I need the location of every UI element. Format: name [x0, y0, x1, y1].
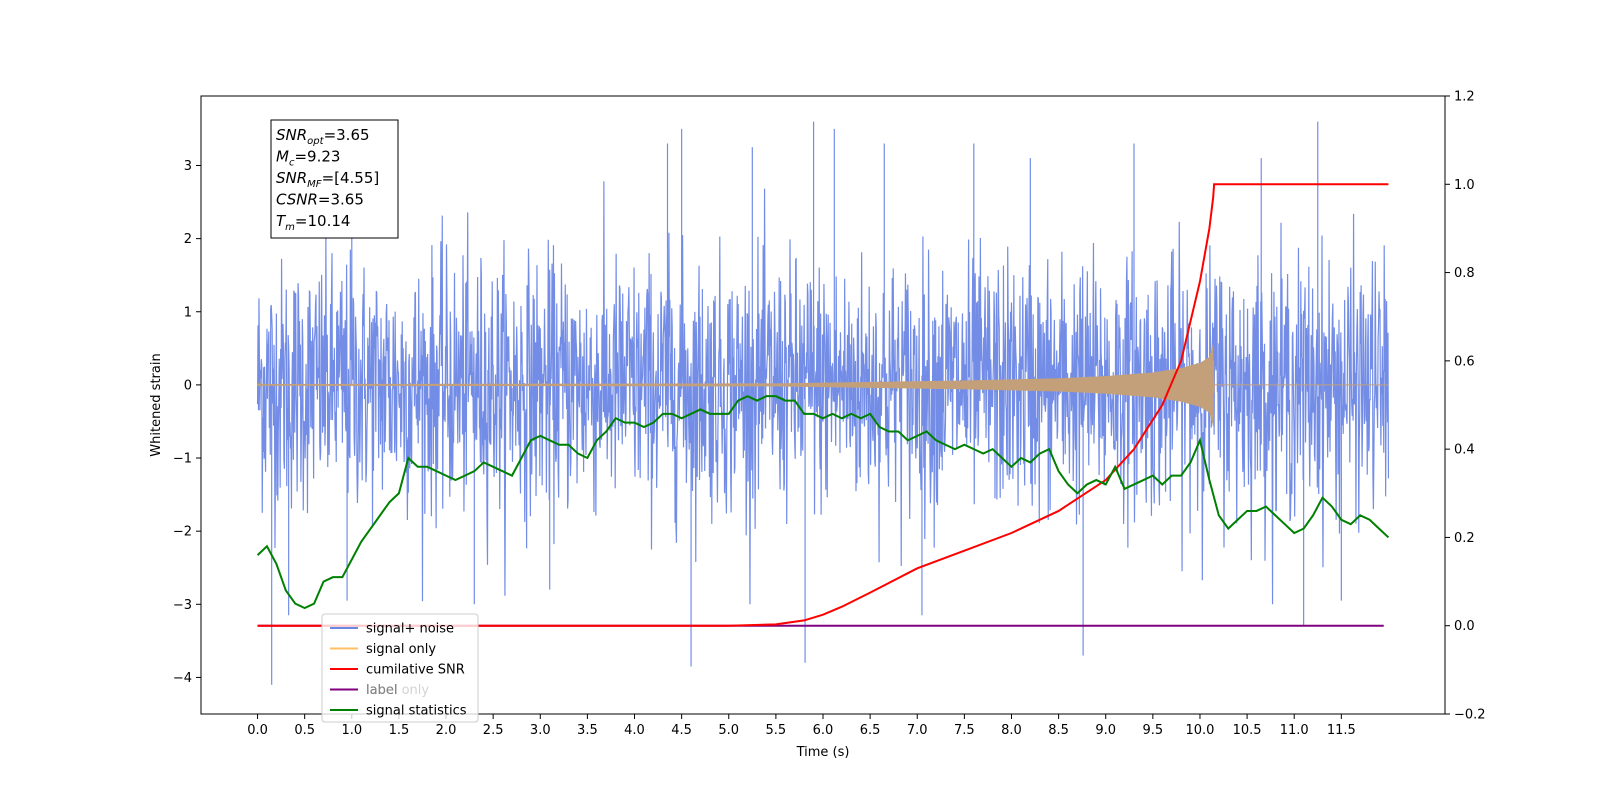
- y2-tick-label: 1.0: [1454, 178, 1475, 193]
- x-tick-label: 10.0: [1185, 723, 1214, 738]
- x-tick-label: 5.5: [766, 723, 787, 738]
- legend: signal+ noise signal only cumilative SNR la…: [321, 613, 479, 723]
- stats-line: CSNR=3.65: [276, 191, 364, 209]
- legend-label: label only: [366, 683, 429, 698]
- x-axis-label: Time (s): [796, 745, 850, 760]
- x-tick-label: 8.5: [1048, 723, 1069, 738]
- x-tick-label: 1.0: [341, 723, 362, 738]
- y2-tick-label: −0.2: [1454, 708, 1486, 723]
- stats-line: Tm=10.14: [276, 212, 350, 233]
- stats-subscript: opt: [307, 136, 324, 147]
- x-tick-label: 9.5: [1143, 723, 1164, 738]
- x-tick-label: 2.5: [483, 723, 504, 738]
- x-tick-label: 5.0: [718, 723, 739, 738]
- x-tick-label: 9.0: [1095, 723, 1116, 738]
- plot-content: [256, 121, 1390, 685]
- y2-tick-label: 0.4: [1454, 443, 1475, 458]
- stats-line: SNRopt=3.65: [276, 126, 370, 147]
- y2-tick-label: 1.2: [1454, 90, 1475, 105]
- x-tick-label: 1.5: [389, 723, 410, 738]
- legend-frame: [321, 613, 479, 723]
- y-tick-label: 2: [184, 232, 192, 247]
- stats-symbol: M: [276, 148, 289, 166]
- x-tick-label: 0.5: [294, 723, 315, 738]
- stats-value: =3.65: [318, 191, 364, 209]
- stats-subscript: c: [289, 158, 295, 169]
- x-tick-label: 3.5: [577, 723, 598, 738]
- x-tick-label: 11.5: [1327, 723, 1356, 738]
- stats-symbol: T: [276, 212, 287, 230]
- x-tick-label: 10.5: [1233, 723, 1262, 738]
- legend-label: signal only: [366, 642, 436, 657]
- axes: 0.0 0.5 1.0 1.5 2.0 2.5 3.0 3.5 4.0 4.5 5.0 5.5 6.0 6…: [173, 90, 1486, 739]
- x-tick-label: 7.5: [954, 723, 975, 738]
- stats-value: =[4.55]: [322, 169, 380, 187]
- x-tick-label: 2.0: [436, 723, 457, 738]
- stats-symbol: SNR: [276, 169, 307, 187]
- stats-value: =3.65: [324, 126, 370, 144]
- stats-box-frame: [270, 119, 399, 239]
- series-signal-statistics: [256, 395, 1390, 610]
- stats-symbol: SNR: [276, 126, 307, 144]
- y2-tick-label: 0.0: [1454, 619, 1475, 634]
- x-tick-label: 4.5: [671, 723, 692, 738]
- legend-label: cumilative SNR: [366, 663, 465, 678]
- x-tick-label: 11.0: [1280, 723, 1309, 738]
- series-signal-noise: [256, 121, 1390, 685]
- y2-tick-label: 0.2: [1454, 531, 1475, 546]
- y-tick-label: −2: [173, 525, 192, 540]
- legend-label: signal statistics: [366, 704, 467, 719]
- stats-symbol: CSNR: [276, 191, 318, 209]
- stats-line: SNRMF=[4.55]: [276, 169, 379, 190]
- stats-subscript: m: [285, 222, 295, 233]
- y2-tick-label: 0.8: [1454, 266, 1475, 281]
- x-tick-label: 3.0: [530, 723, 551, 738]
- y-tick-label: 0: [184, 378, 192, 393]
- x-tick-label: 8.0: [1001, 723, 1022, 738]
- y-tick-label: 1: [184, 305, 192, 320]
- x-tick-label: 6.5: [860, 723, 881, 738]
- x-tick-label: 4.0: [624, 723, 645, 738]
- stats-subscript: MF: [307, 179, 322, 190]
- y-tick-label: 3: [184, 159, 192, 174]
- x-tick-label: 7.0: [907, 723, 928, 738]
- y-tick-label: −4: [173, 671, 192, 686]
- y-tick-label: −3: [173, 598, 192, 613]
- y-tick-label: −1: [173, 452, 192, 467]
- y-axis-label: Whitened strain: [149, 353, 164, 456]
- legend-label: label: [366, 683, 397, 698]
- series-signal-only: [257, 345, 1389, 426]
- x-tick-label: 6.0: [813, 723, 834, 738]
- y2-tick-label: 0.6: [1454, 354, 1475, 369]
- legend-label: signal+ noise: [366, 622, 454, 637]
- series-cumulative-snr: [257, 183, 1389, 627]
- stats-value: =10.14: [295, 212, 351, 230]
- stats-value: =9.23: [294, 148, 340, 166]
- x-tick-label: 0.0: [247, 723, 268, 738]
- stats-line: Mc=9.23: [276, 148, 340, 169]
- stats-box: SNRopt=3.65Mc=9.23SNRMF=[4.55]CSNR=3.65T…: [270, 119, 399, 239]
